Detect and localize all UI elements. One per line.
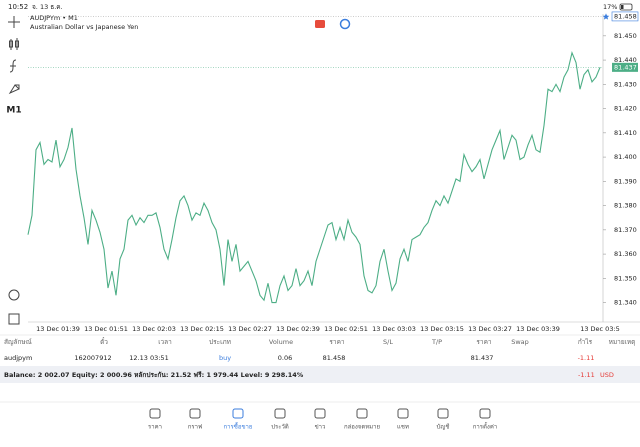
- column-header: Volume: [269, 338, 293, 346]
- position-open-price: 81.458: [323, 354, 346, 362]
- buy-button[interactable]: [339, 18, 351, 30]
- nav-icon[interactable]: [437, 408, 449, 419]
- column-header: S/L: [383, 338, 393, 346]
- nav-icon[interactable]: [479, 408, 491, 419]
- status-date: จ. 13 ธ.ค.: [32, 3, 63, 11]
- y-tick-label: 81.440: [614, 56, 637, 64]
- x-tick-label: 13 Dec 02:51: [324, 325, 368, 333]
- x-tick-label: 13 Dec 01:39: [36, 325, 80, 333]
- y-tick-label: 81.450: [614, 32, 637, 40]
- total-profit: -1.11: [578, 371, 595, 379]
- status-time: 10:52: [8, 3, 28, 11]
- column-header: กำไร: [578, 338, 593, 346]
- nav-icon[interactable]: [232, 408, 244, 419]
- y-tick-label: 81.400: [614, 153, 637, 161]
- currency: USD: [600, 371, 614, 379]
- y-tick-label: 81.390: [614, 177, 637, 185]
- y-tick-label: 81.430: [614, 80, 637, 88]
- position-volume: 0.06: [278, 354, 292, 362]
- nav-label[interactable]: การซื้อขาย: [224, 421, 253, 431]
- current-price-tag: [612, 62, 638, 72]
- nav-icon[interactable]: [397, 408, 409, 419]
- x-tick-label: 13 Dec 02:39: [276, 325, 320, 333]
- x-tick-label: 13 Dec 02:15: [180, 325, 224, 333]
- y-tick-label: 81.410: [614, 129, 637, 137]
- nav-icon[interactable]: [356, 408, 368, 419]
- battery-fill: [621, 5, 624, 9]
- position-time: 12.13 03:51: [129, 354, 168, 362]
- x-tick-label: 13 Dec 02:03: [132, 325, 176, 333]
- column-header: หมายเหตุ: [609, 338, 636, 346]
- account-bar: [0, 366, 640, 383]
- zoom-tool[interactable]: [8, 289, 20, 301]
- position-ticket: 162007912: [74, 354, 111, 362]
- account-summary: Balance: 2 002.07 Equity: 2 000.96 หลักป…: [4, 371, 304, 379]
- x-tick-label: 13 Dec 01:51: [84, 325, 128, 333]
- column-header: T/P: [431, 338, 442, 346]
- battery-icon: [619, 3, 633, 11]
- y-tick-label: 81.340: [614, 299, 637, 307]
- position-symbol: audjpym: [4, 354, 32, 362]
- x-tick-label: 13 Dec 03:27: [468, 325, 512, 333]
- x-tick-label: 13 Dec 03:39: [516, 325, 560, 333]
- open-price-tag: [611, 11, 639, 22]
- column-header: ราคา: [476, 338, 491, 346]
- nav-label[interactable]: ราคา: [148, 424, 162, 431]
- position-profit: -1.11: [578, 354, 595, 362]
- y-tick-label: 81.350: [614, 274, 637, 282]
- position-price: 81.437: [471, 354, 494, 362]
- column-header: สัญลักษณ์: [4, 338, 32, 346]
- column-header: ราคา: [329, 338, 344, 346]
- y-tick-label: 81.370: [614, 226, 637, 234]
- crosshair-tool[interactable]: [8, 16, 20, 28]
- chart-type-tool[interactable]: [9, 38, 19, 50]
- column-header: เวลา: [158, 338, 172, 346]
- nav-icon[interactable]: [274, 408, 286, 419]
- price-line: [27, 51, 601, 304]
- column-header: ประเภท: [209, 338, 231, 346]
- chart-description: Australian Dollar vs Japanese Yen: [30, 23, 138, 31]
- open-price-label: 81.458: [614, 12, 637, 20]
- x-tick-label: 13 Dec 03:15: [420, 325, 464, 333]
- nav-icon[interactable]: [189, 408, 201, 419]
- x-tick-label: 13 Dec 03:5: [580, 325, 620, 333]
- nav-label[interactable]: ประวัติ: [271, 424, 289, 431]
- current-price-label: 81.437: [614, 63, 637, 71]
- column-header: ตั๋ว: [100, 337, 108, 346]
- x-tick-label: 13 Dec 02:27: [228, 325, 272, 333]
- nav-icon[interactable]: [314, 408, 326, 419]
- nav-icon[interactable]: [149, 408, 161, 419]
- chart-symbol: AUDJPYm • M1: [30, 14, 78, 22]
- nav-label[interactable]: บัญชี: [437, 423, 450, 431]
- nav-label[interactable]: กราฟ: [188, 424, 202, 431]
- sell-button[interactable]: [315, 20, 325, 28]
- y-tick-label: 81.380: [614, 202, 637, 210]
- nav-label[interactable]: กล่องจดหมาย: [344, 424, 380, 431]
- battery-level: 17%: [603, 3, 617, 11]
- position-type: buy: [219, 354, 231, 362]
- nav-label[interactable]: แชท: [397, 424, 409, 431]
- nav-label[interactable]: การตั้งค่า: [473, 421, 497, 431]
- x-tick-label: 13 Dec 03:03: [372, 325, 416, 333]
- y-tick-label: 81.420: [614, 105, 637, 113]
- star-marker: [602, 13, 610, 20]
- y-tick-label: 81.360: [614, 250, 637, 258]
- column-header: Swap: [511, 338, 529, 346]
- indicator-tool[interactable]: [9, 59, 17, 73]
- objects-tool[interactable]: [8, 84, 20, 95]
- template-tool[interactable]: [8, 313, 20, 325]
- nav-label[interactable]: ข่าว: [315, 424, 326, 431]
- timeframe[interactable]: M1: [6, 106, 21, 116]
